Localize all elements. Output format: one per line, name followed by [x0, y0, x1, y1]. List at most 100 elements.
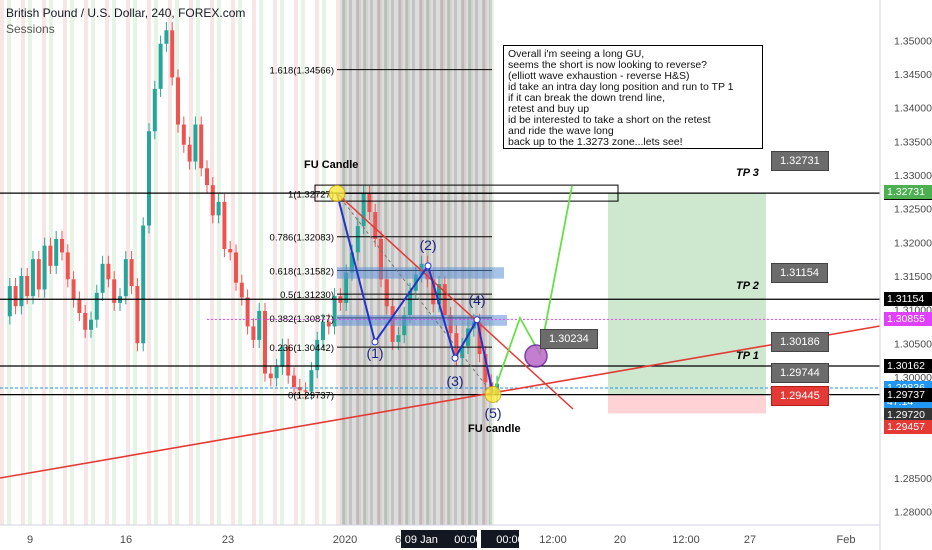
- price-tick-label: 1.34500: [894, 69, 932, 81]
- session-stripe: [238, 0, 242, 525]
- candle-body: [257, 310, 262, 340]
- candle-body: [193, 124, 198, 162]
- session-stripe: [126, 0, 130, 525]
- wave-point: [371, 338, 379, 346]
- fu-candle-top-label: FU Candle: [304, 159, 359, 171]
- session-stripe: [168, 0, 172, 525]
- session-stripe: [91, 0, 95, 525]
- session-stripe: [0, 0, 4, 525]
- session-stripe: [7, 0, 11, 525]
- zone-stripe: [475, 0, 478, 525]
- zone-stripe: [384, 0, 387, 525]
- session-stripe: [182, 0, 186, 525]
- candle-body: [42, 245, 47, 290]
- tp3-label: TP 3: [736, 167, 759, 179]
- session-stripe: [245, 0, 249, 525]
- fib-level-label: 0.786(1.32083): [270, 233, 334, 244]
- fib-level-label: 0.618(1.31582): [270, 266, 334, 277]
- session-stripe: [315, 0, 319, 525]
- candle-body: [315, 339, 320, 371]
- label-retest-price[interactable]: 1.30234: [540, 329, 598, 349]
- time-tick-box: [481, 530, 519, 548]
- time-tick-label: 00:00: [454, 534, 482, 546]
- candle-body: [326, 321, 331, 327]
- candle-body: [355, 226, 360, 253]
- session-stripe: [476, 0, 480, 525]
- fib-618-zone: [337, 267, 504, 279]
- zone-stripe: [461, 0, 464, 525]
- session-stripe: [231, 0, 235, 525]
- candle-body: [297, 387, 302, 391]
- candle-body: [141, 225, 146, 344]
- candle-body: [94, 292, 99, 320]
- session-stripe: [210, 0, 214, 525]
- label-tp3-price[interactable]: 1.32731: [771, 151, 829, 171]
- wave-point: [424, 262, 432, 270]
- label-stop-price[interactable]: 1.29445: [771, 386, 829, 406]
- candle-body: [19, 275, 24, 307]
- zone-stripe: [405, 0, 408, 525]
- candle-body: [408, 290, 412, 315]
- chart-title: British Pound / U.S. Dollar, 240, FOREX.…: [6, 6, 246, 20]
- candle-body: [483, 354, 488, 383]
- session-stripe: [14, 0, 18, 525]
- session-stripe: [77, 0, 81, 525]
- session-stripe: [287, 0, 291, 525]
- label-tp1-price[interactable]: 1.30186: [771, 332, 829, 352]
- candle-body: [89, 319, 93, 330]
- session-stripe: [406, 0, 410, 525]
- session-stripe: [441, 0, 445, 525]
- candle-body: [176, 77, 180, 125]
- session-stripe: [273, 0, 277, 525]
- wave-point: [473, 316, 481, 324]
- session-stripe: [161, 0, 165, 525]
- candle-body: [234, 252, 238, 283]
- candle-body: [147, 131, 151, 226]
- label-entry-price[interactable]: 1.29744: [771, 363, 829, 383]
- session-stripe: [490, 0, 494, 525]
- session-stripe: [70, 0, 74, 525]
- session-stripe: [399, 0, 403, 525]
- candle-body: [251, 326, 256, 340]
- time-tick-box: [439, 530, 477, 548]
- session-stripe: [112, 0, 116, 525]
- price-tick-label: 1.33500: [894, 136, 932, 148]
- zone-stripe: [433, 0, 436, 525]
- session-stripe: [147, 0, 151, 525]
- fib-level-label: 0.382(1.30877): [270, 314, 334, 325]
- label-tp2-price[interactable]: 1.31154: [771, 263, 828, 283]
- zone-stripe: [342, 0, 345, 525]
- wave-label: (2): [419, 237, 436, 253]
- candle-body: [274, 366, 279, 379]
- candle-body: [367, 193, 372, 213]
- session-stripe: [203, 0, 207, 525]
- session-stripe: [455, 0, 459, 525]
- candle-body: [181, 124, 186, 145]
- wave-label: (1): [366, 345, 383, 361]
- candle-body: [106, 263, 111, 280]
- session-stripe: [21, 0, 25, 525]
- candle-body: [268, 373, 273, 379]
- analysis-note[interactable]: Overall i'm seeing a long GU, seems the …: [503, 45, 763, 149]
- candle-body: [332, 296, 337, 327]
- price-tick-label: 1.35000: [894, 35, 932, 47]
- session-stripe: [483, 0, 487, 525]
- candle-body: [216, 201, 221, 216]
- session-stripe: [357, 0, 361, 525]
- price-tick-label: 1.31500: [894, 271, 932, 283]
- candle-body: [164, 30, 169, 44]
- candle-body: [83, 312, 88, 330]
- price-tag: 1.29737: [884, 387, 932, 402]
- price-tag: 1.30162: [884, 359, 932, 374]
- candle-body: [384, 279, 389, 307]
- session-stripe: [105, 0, 109, 525]
- candle-body: [239, 282, 244, 298]
- candle-body: [361, 193, 366, 227]
- candle-body: [152, 88, 157, 132]
- time-tick-label: 20: [614, 534, 626, 546]
- fib-level-label: 0.236(1.30442): [270, 343, 334, 354]
- candle-body: [187, 144, 192, 162]
- retest-marker: [524, 344, 548, 368]
- candle-body: [303, 390, 308, 392]
